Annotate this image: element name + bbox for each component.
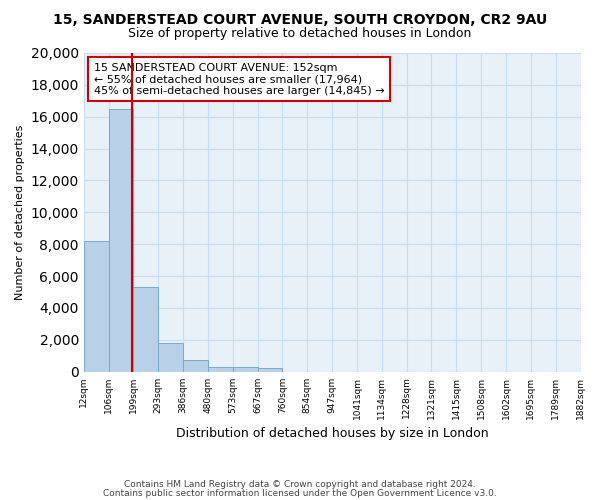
Bar: [257, 368, 283, 372]
Bar: [133, 287, 158, 372]
X-axis label: Distribution of detached houses by size in London: Distribution of detached houses by size …: [176, 427, 488, 440]
Text: Contains HM Land Registry data © Crown copyright and database right 2024.: Contains HM Land Registry data © Crown c…: [124, 480, 476, 489]
Text: Contains public sector information licensed under the Open Government Licence v3: Contains public sector information licen…: [103, 488, 497, 498]
Y-axis label: Number of detached properties: Number of detached properties: [15, 124, 25, 300]
Bar: [109, 109, 133, 372]
Bar: [208, 367, 233, 372]
Text: Size of property relative to detached houses in London: Size of property relative to detached ho…: [128, 28, 472, 40]
Bar: [158, 343, 183, 372]
Text: 15, SANDERSTEAD COURT AVENUE, SOUTH CROYDON, CR2 9AU: 15, SANDERSTEAD COURT AVENUE, SOUTH CROY…: [53, 12, 547, 26]
Bar: [233, 367, 257, 372]
Bar: [183, 360, 208, 372]
Bar: [84, 241, 109, 372]
Text: 15 SANDERSTEAD COURT AVENUE: 152sqm
← 55% of detached houses are smaller (17,964: 15 SANDERSTEAD COURT AVENUE: 152sqm ← 55…: [94, 62, 385, 96]
